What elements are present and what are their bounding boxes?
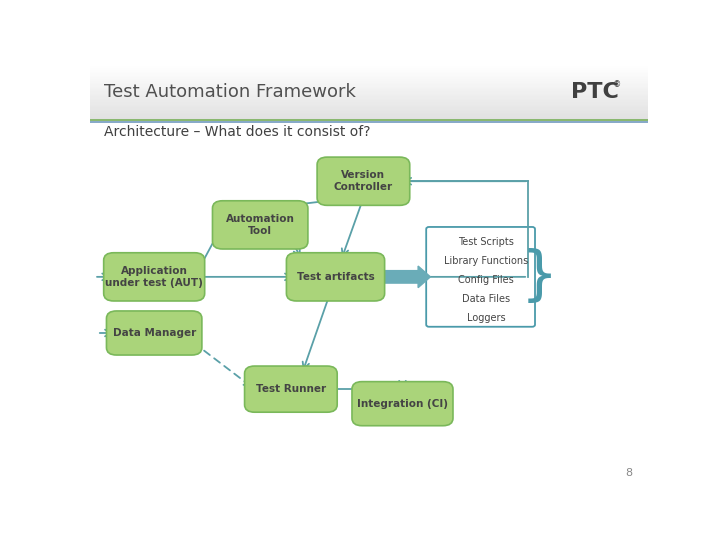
FancyBboxPatch shape xyxy=(90,87,648,88)
FancyBboxPatch shape xyxy=(90,80,648,81)
FancyArrowPatch shape xyxy=(399,381,406,389)
FancyArrowPatch shape xyxy=(379,274,526,280)
Text: Test artifacts: Test artifacts xyxy=(297,272,374,282)
FancyBboxPatch shape xyxy=(212,201,308,249)
FancyBboxPatch shape xyxy=(317,157,410,205)
FancyArrowPatch shape xyxy=(294,244,300,256)
FancyBboxPatch shape xyxy=(90,109,648,110)
FancyBboxPatch shape xyxy=(90,88,648,90)
Text: Loggers: Loggers xyxy=(467,313,505,323)
Text: PTC: PTC xyxy=(571,82,619,102)
FancyBboxPatch shape xyxy=(90,98,648,99)
FancyBboxPatch shape xyxy=(90,103,648,105)
FancyBboxPatch shape xyxy=(90,81,648,83)
FancyBboxPatch shape xyxy=(90,111,648,113)
Text: 8: 8 xyxy=(625,468,632,478)
Text: Library Functions: Library Functions xyxy=(444,256,528,266)
FancyBboxPatch shape xyxy=(90,91,648,92)
Text: Version
Controller: Version Controller xyxy=(334,171,393,192)
Text: Automation
Tool: Automation Tool xyxy=(226,214,294,235)
FancyBboxPatch shape xyxy=(90,77,648,78)
FancyBboxPatch shape xyxy=(90,114,648,116)
FancyBboxPatch shape xyxy=(245,366,337,412)
FancyBboxPatch shape xyxy=(90,83,648,84)
FancyBboxPatch shape xyxy=(90,84,648,85)
FancyArrowPatch shape xyxy=(194,343,251,386)
Text: Test Scripts: Test Scripts xyxy=(458,237,514,247)
FancyBboxPatch shape xyxy=(90,90,648,91)
FancyBboxPatch shape xyxy=(287,253,384,301)
FancyArrowPatch shape xyxy=(405,178,526,185)
FancyBboxPatch shape xyxy=(90,78,648,80)
Text: Data Files: Data Files xyxy=(462,294,510,304)
FancyBboxPatch shape xyxy=(90,85,648,87)
FancyBboxPatch shape xyxy=(90,95,648,96)
FancyBboxPatch shape xyxy=(90,113,648,114)
FancyBboxPatch shape xyxy=(90,72,648,73)
Text: Config Files: Config Files xyxy=(459,275,514,285)
FancyBboxPatch shape xyxy=(90,100,648,102)
FancyBboxPatch shape xyxy=(352,382,453,426)
FancyBboxPatch shape xyxy=(90,110,648,111)
FancyBboxPatch shape xyxy=(104,253,204,301)
FancyArrowPatch shape xyxy=(197,229,220,273)
FancyBboxPatch shape xyxy=(90,116,648,117)
FancyBboxPatch shape xyxy=(90,106,648,107)
FancyBboxPatch shape xyxy=(90,76,648,77)
FancyBboxPatch shape xyxy=(90,65,648,66)
FancyBboxPatch shape xyxy=(90,119,648,122)
FancyArrowPatch shape xyxy=(271,196,348,210)
FancyArrowPatch shape xyxy=(97,274,109,280)
FancyBboxPatch shape xyxy=(90,117,648,118)
Text: ®: ® xyxy=(613,80,621,89)
Text: Test Runner: Test Runner xyxy=(256,384,326,394)
Text: Architecture – What does it consist of?: Architecture – What does it consist of? xyxy=(104,125,371,139)
FancyBboxPatch shape xyxy=(90,96,648,98)
FancyBboxPatch shape xyxy=(426,227,535,327)
Text: Integration (CI): Integration (CI) xyxy=(357,399,448,409)
FancyBboxPatch shape xyxy=(90,99,648,100)
FancyBboxPatch shape xyxy=(90,93,648,95)
FancyBboxPatch shape xyxy=(107,311,202,355)
FancyBboxPatch shape xyxy=(90,66,648,68)
FancyArrowPatch shape xyxy=(100,329,112,336)
FancyBboxPatch shape xyxy=(90,118,648,120)
FancyBboxPatch shape xyxy=(90,105,648,106)
FancyBboxPatch shape xyxy=(90,122,648,123)
Text: }: } xyxy=(521,248,557,305)
Text: Test Automation Framework: Test Automation Framework xyxy=(104,83,356,101)
FancyBboxPatch shape xyxy=(90,70,648,72)
FancyArrow shape xyxy=(374,266,431,288)
FancyBboxPatch shape xyxy=(90,73,648,75)
FancyBboxPatch shape xyxy=(90,102,648,103)
FancyBboxPatch shape xyxy=(90,68,648,69)
FancyBboxPatch shape xyxy=(90,69,648,70)
FancyBboxPatch shape xyxy=(90,107,648,109)
Text: Application
under test (AUT): Application under test (AUT) xyxy=(105,266,203,288)
FancyArrowPatch shape xyxy=(197,274,292,280)
Text: Data Manager: Data Manager xyxy=(112,328,196,338)
FancyArrowPatch shape xyxy=(342,200,362,256)
FancyBboxPatch shape xyxy=(90,75,648,76)
FancyArrowPatch shape xyxy=(302,296,329,369)
FancyBboxPatch shape xyxy=(90,92,648,93)
